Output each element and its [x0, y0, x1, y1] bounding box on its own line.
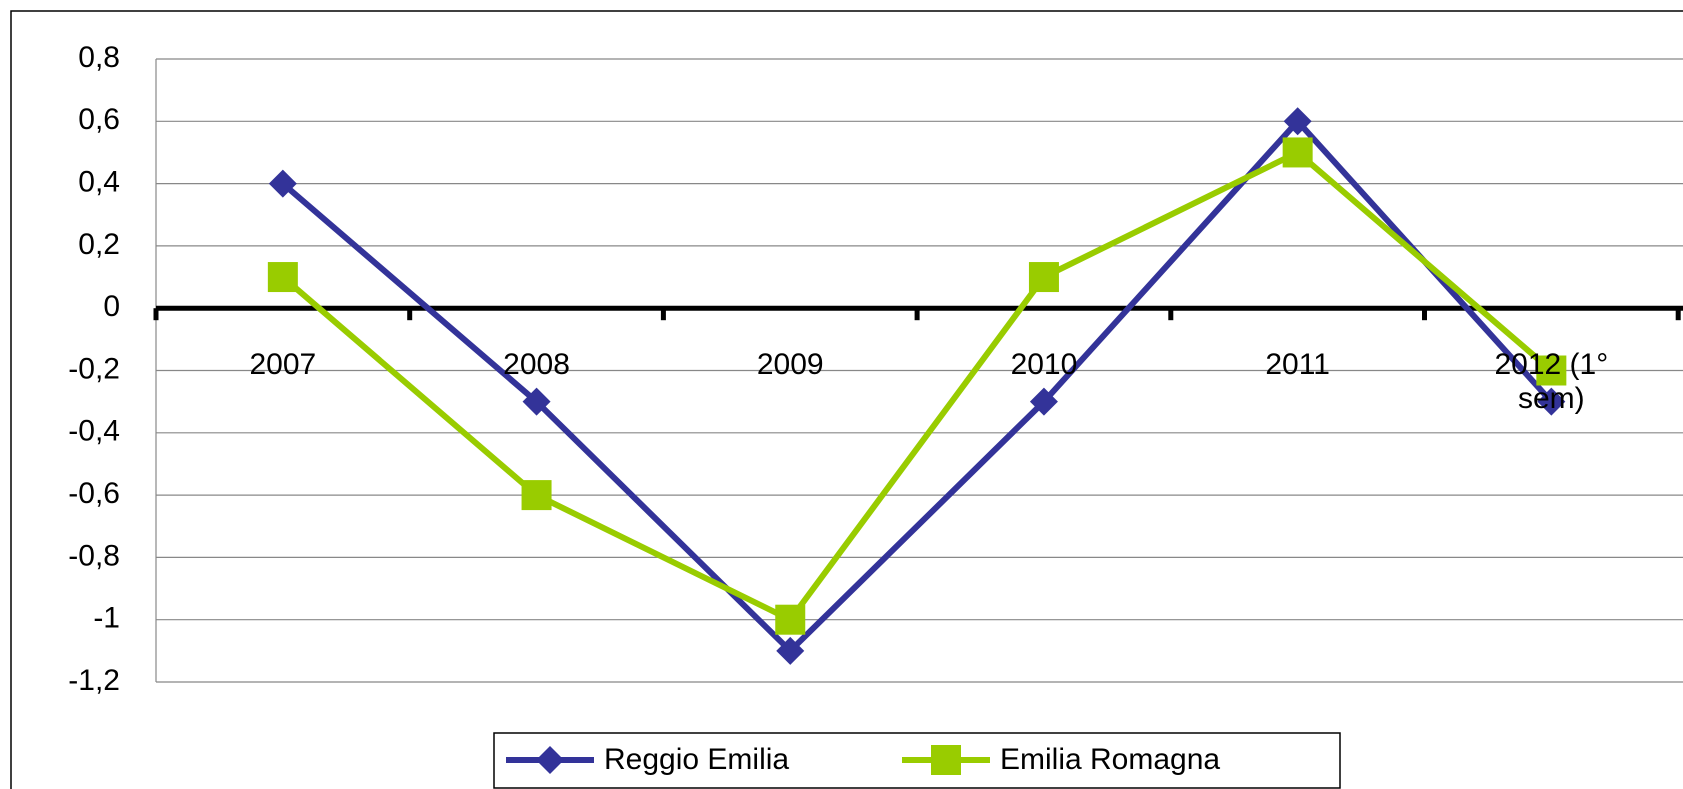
marker: [1028, 262, 1059, 293]
marker: [1537, 387, 1566, 416]
x-tick-label: 2007: [249, 348, 317, 382]
x-tick-label: 2010: [1010, 348, 1078, 382]
y-tick-label: -1,2: [68, 664, 120, 697]
y-tick-label: -0,6: [68, 477, 120, 510]
marker: [1282, 137, 1313, 168]
marker: [1536, 355, 1567, 386]
marker: [1283, 107, 1312, 136]
x-tick-label: 2011: [1265, 348, 1330, 382]
marker: [268, 169, 297, 198]
marker: [775, 604, 806, 635]
x-tick-label: 2012 (1° sem): [1494, 348, 1609, 416]
series-line: [280, 116, 1554, 656]
y-tick-label: -1: [93, 602, 120, 635]
marker: [521, 480, 552, 511]
x-tick-label: 2008: [503, 348, 570, 382]
y-tick-label: -0,8: [68, 539, 120, 572]
marker: [522, 387, 551, 416]
legend-label: Emilia Romagna: [1000, 743, 1220, 776]
y-tick-label: 0,4: [78, 166, 120, 199]
x-tick-label: 2009: [756, 348, 824, 382]
legend-label: Reggio Emilia: [604, 743, 789, 776]
y-tick-label: 0: [103, 290, 120, 323]
marker: [267, 262, 298, 293]
marker: [1029, 387, 1058, 416]
chart-frame: [10, 10, 1683, 789]
marker: [776, 636, 805, 665]
y-tick-label: 0,8: [78, 41, 120, 74]
marker: [931, 745, 961, 775]
y-tick-label: -0,4: [68, 415, 120, 448]
series-line: [280, 148, 1554, 624]
y-tick-label: -0,2: [68, 352, 120, 385]
y-tick-label: 0,6: [78, 103, 120, 136]
y-tick-label: 0,2: [78, 228, 120, 261]
marker: [536, 746, 564, 774]
